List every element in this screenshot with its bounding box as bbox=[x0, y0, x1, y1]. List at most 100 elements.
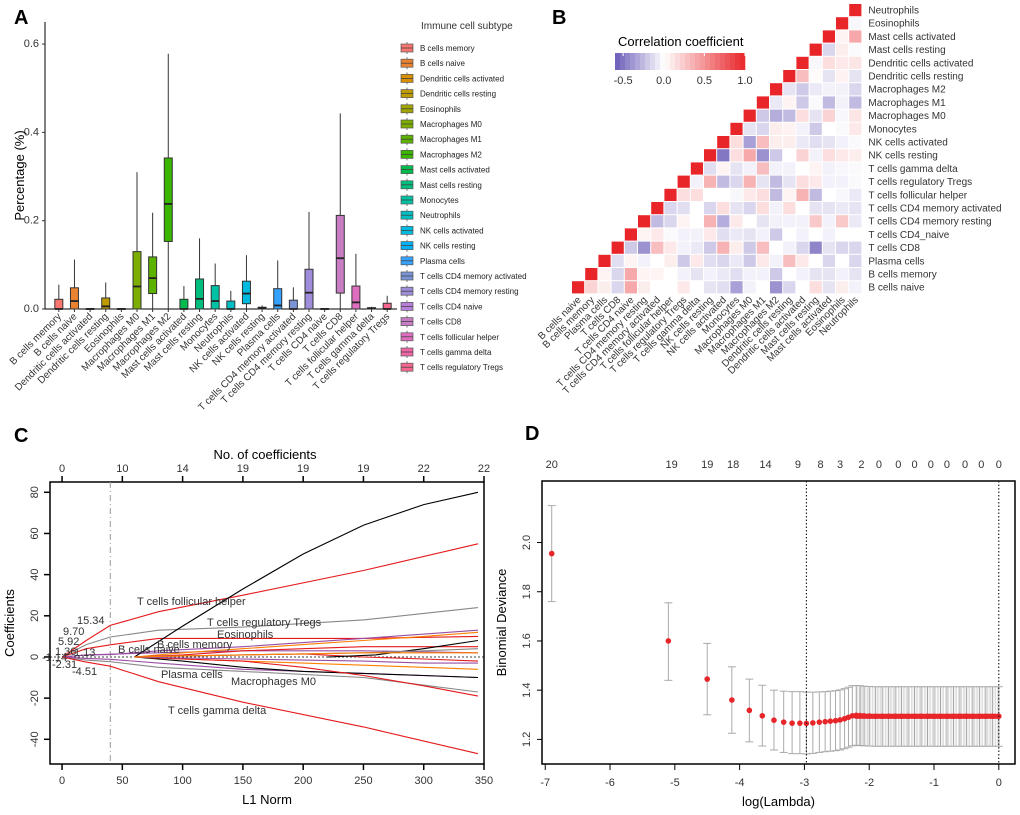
heatmap-cell bbox=[690, 188, 703, 201]
heatmap-cell bbox=[756, 188, 769, 201]
path-annotation: B cells naive bbox=[118, 644, 180, 656]
row-label: Mast cells activated bbox=[868, 32, 955, 43]
y-tick-label: 0.6 bbox=[24, 38, 39, 50]
top-tick-label: 19 bbox=[297, 463, 309, 475]
heatmap-cell bbox=[809, 162, 822, 175]
heatmap-cell bbox=[796, 70, 809, 83]
legend-label: Dendritic cells activated bbox=[420, 74, 504, 83]
row-label: T cells CD8 bbox=[868, 243, 920, 254]
x-tick-label: -2 bbox=[864, 777, 874, 789]
heatmap-cell bbox=[849, 281, 862, 294]
colorbar-swatch bbox=[720, 53, 726, 70]
heatmap-cell bbox=[809, 56, 822, 69]
top-tick-label: 0 bbox=[944, 459, 950, 471]
x-tick-label: -7 bbox=[540, 777, 550, 789]
heatmap-cell bbox=[717, 136, 730, 149]
heatmap-cell bbox=[783, 83, 796, 96]
colorbar-swatch bbox=[615, 53, 621, 70]
heatmap-cell bbox=[651, 281, 664, 294]
legend-label: NK cells activated bbox=[420, 226, 484, 235]
coef-value-label: 1.13 bbox=[74, 647, 95, 659]
heatmap-cell bbox=[836, 215, 849, 228]
heatmap-cell bbox=[783, 268, 796, 281]
heatmap-cell bbox=[822, 188, 835, 201]
heatmap-cell bbox=[756, 122, 769, 135]
heatmap-cell bbox=[624, 241, 637, 254]
heatmap-cell bbox=[638, 268, 651, 281]
top-tick-label: 2 bbox=[858, 459, 864, 471]
heatmap-cell bbox=[849, 56, 862, 69]
heatmap-cell bbox=[717, 188, 730, 201]
colorbar-swatch bbox=[710, 53, 716, 70]
colorbar-swatch bbox=[645, 53, 651, 70]
heatmap-cell bbox=[849, 96, 862, 109]
heatmap-cell bbox=[690, 268, 703, 281]
box-body bbox=[288, 299, 298, 310]
panel-letter-d: D bbox=[525, 423, 539, 445]
heatmap-cell bbox=[822, 70, 835, 83]
heatmap-cell bbox=[743, 149, 756, 162]
top-tick-label: 0 bbox=[996, 459, 1002, 471]
path-annotation: Eosinophils bbox=[217, 629, 274, 641]
colorbar-swatch bbox=[705, 53, 711, 70]
colorbar-swatch bbox=[715, 53, 721, 70]
heatmap-cell bbox=[743, 188, 756, 201]
top-tick-label: 18 bbox=[727, 459, 739, 471]
heatmap-cell bbox=[664, 241, 677, 254]
heatmap-cell bbox=[836, 70, 849, 83]
heatmap-cell bbox=[598, 268, 611, 281]
heatmap-cell bbox=[730, 228, 743, 241]
x-tick-label: 250 bbox=[354, 775, 372, 787]
panel-letter-a: A bbox=[14, 7, 28, 29]
heatmap-cell bbox=[756, 215, 769, 228]
y-tick-label: -20 bbox=[29, 690, 41, 706]
heatmap-cell bbox=[756, 96, 769, 109]
colorbar-swatch bbox=[665, 53, 671, 70]
heatmap-cell bbox=[796, 83, 809, 96]
top-axis-title: No. of coefficients bbox=[213, 447, 317, 462]
legend-label: Dendritic cells resting bbox=[420, 90, 496, 99]
coef-value-label: -4.51 bbox=[72, 666, 97, 678]
box-body bbox=[148, 256, 158, 295]
legend-label: T cells CD4 memory resting bbox=[420, 287, 519, 296]
heatmap-cell bbox=[624, 228, 637, 241]
heatmap-cell bbox=[836, 83, 849, 96]
heatmap-cell bbox=[651, 268, 664, 281]
panel-a-boxplot: 0.0 0.2 0.4 0.6 Percentage (%) B cells memory… bbox=[8, 21, 527, 413]
heatmap-cell bbox=[743, 122, 756, 135]
legend-label: Mast cells resting bbox=[420, 181, 482, 190]
y-tick-label: 60 bbox=[29, 527, 41, 539]
y-axis-title: Binomial Deviance bbox=[494, 569, 509, 677]
coef-value-label: 15.34 bbox=[77, 615, 105, 627]
heatmap-cell bbox=[704, 162, 717, 175]
heatmap-cell bbox=[704, 215, 717, 228]
heatmap-cell bbox=[756, 202, 769, 215]
x-axis-title: log(Lambda) bbox=[742, 794, 815, 809]
colorbar-swatch bbox=[625, 53, 631, 70]
heatmap-cell bbox=[717, 241, 730, 254]
heatmap-cell bbox=[783, 281, 796, 294]
coef-path bbox=[134, 646, 478, 658]
heatmap-cell bbox=[756, 241, 769, 254]
deviance-point bbox=[771, 717, 777, 723]
heatmap-cell bbox=[704, 188, 717, 201]
heatmap-cell bbox=[849, 109, 862, 122]
heatmap-cell bbox=[651, 215, 664, 228]
heatmap-cell bbox=[690, 215, 703, 228]
heatmap-cell bbox=[822, 254, 835, 267]
heatmap-cell bbox=[756, 109, 769, 122]
box-body bbox=[241, 280, 251, 305]
row-label: T cells gamma delta bbox=[868, 164, 958, 175]
top-tick-label: 0 bbox=[962, 459, 968, 471]
heatmap-cell bbox=[611, 268, 624, 281]
heatmap-cell bbox=[690, 281, 703, 294]
heatmap-cell bbox=[822, 136, 835, 149]
box-body bbox=[69, 287, 79, 310]
heatmap-cell bbox=[690, 241, 703, 254]
heatmap-cell bbox=[836, 136, 849, 149]
heatmap-cell bbox=[849, 188, 862, 201]
box-body bbox=[132, 251, 142, 310]
deviance-point bbox=[810, 720, 816, 726]
heatmap-cell bbox=[690, 228, 703, 241]
heatmap-cell bbox=[809, 96, 822, 109]
